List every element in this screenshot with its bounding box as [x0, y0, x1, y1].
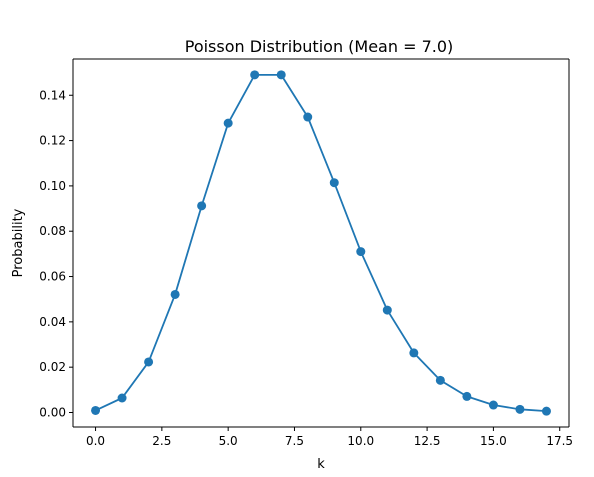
y-tick-label: 0.10	[39, 179, 66, 193]
plot-area	[72, 58, 570, 428]
axes-spines	[72, 58, 570, 428]
data-point	[462, 391, 472, 401]
x-tick-label: 0.0	[86, 434, 105, 448]
data-point	[409, 348, 419, 358]
data-point	[144, 357, 154, 367]
chart-title: Poisson Distribution (Mean = 7.0)	[185, 37, 454, 56]
data-point	[382, 305, 392, 315]
data-point	[515, 404, 525, 414]
data-point	[117, 393, 127, 403]
y-tick-label: 0.08	[39, 224, 66, 238]
y-tick-label: 0.04	[39, 315, 66, 329]
data-point	[197, 201, 207, 211]
series-layer	[91, 70, 551, 416]
plot-frame	[73, 59, 569, 427]
y-tick-label: 0.12	[39, 134, 66, 148]
y-tick-label: 0.00	[39, 405, 66, 419]
x-tick-label: 5.0	[219, 434, 238, 448]
data-point	[329, 178, 339, 188]
data-point	[223, 118, 233, 128]
y-axis-label: Probability	[11, 208, 26, 277]
x-axis-label: k	[317, 457, 325, 472]
data-point	[91, 405, 101, 415]
x-tick-label: 17.5	[546, 434, 573, 448]
y-axis: 0.00 0.02 0.04 0.06 0.08 0.10 0.12 0.14	[39, 88, 73, 419]
data-point	[303, 112, 313, 122]
x-axis: 0.0 2.5 5.0 7.5 10.0 12.5 15.0 17.5	[86, 427, 573, 448]
data-point	[276, 70, 286, 80]
x-tick-label: 15.0	[480, 434, 507, 448]
data-point	[170, 289, 180, 299]
data-point	[541, 406, 551, 416]
x-tick-label: 10.0	[347, 434, 374, 448]
data-point	[356, 247, 366, 257]
series-line	[95, 73, 547, 413]
x-tick-label: 12.5	[414, 434, 441, 448]
y-tick-label: 0.14	[39, 88, 66, 102]
data-point	[435, 375, 445, 385]
data-point	[488, 400, 498, 410]
data-point	[250, 70, 260, 80]
y-tick-label: 0.06	[39, 270, 66, 284]
x-tick-label: 7.5	[285, 434, 304, 448]
y-tick-label: 0.02	[39, 360, 66, 374]
x-tick-label: 2.5	[152, 434, 171, 448]
